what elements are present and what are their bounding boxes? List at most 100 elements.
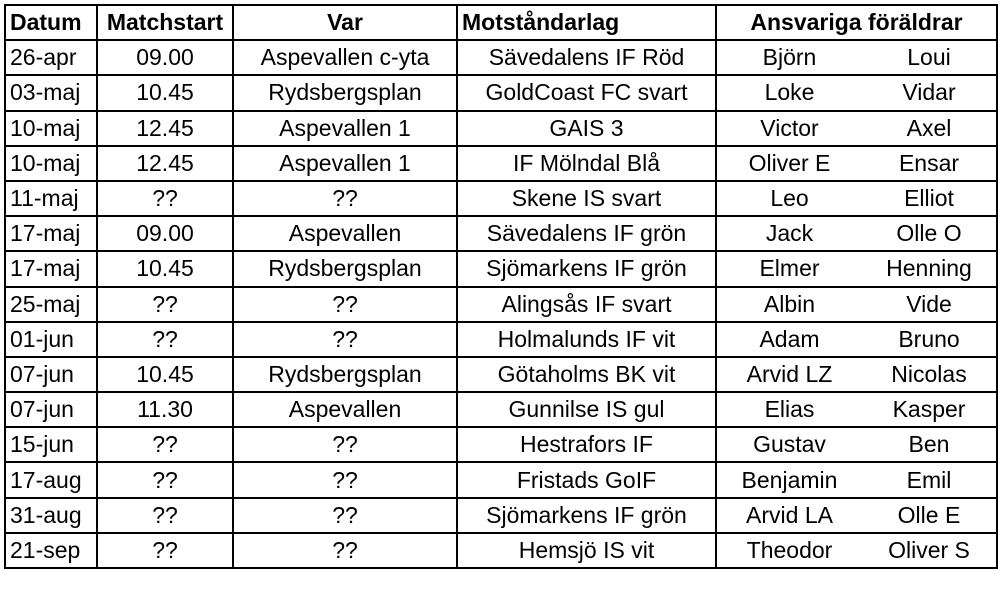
header-datum: Datum <box>4 3 98 42</box>
cell-parent-2: Elliot <box>862 179 998 218</box>
cell-parent-2: Nicolas <box>862 355 998 394</box>
table-row: 25-maj???? Alingsås IF svart Albin Vide <box>4 285 998 323</box>
cell-parent-2: Ensar <box>862 144 998 182</box>
cell-datum: 26-apr <box>4 39 98 77</box>
cell-matchstart: ?? <box>96 320 234 358</box>
cell-var: ?? <box>232 320 458 358</box>
table-row: 31-aug???? Sjömarkens IF grön Arvid LA Olle… <box>4 496 998 534</box>
cell-parent-1: Gustav <box>715 426 862 464</box>
header-var: Var <box>232 3 458 42</box>
cell-var: ?? <box>232 496 458 534</box>
cell-motstandarlag: GoldCoast FC svart <box>456 74 717 112</box>
cell-parent-1: Arvid LZ <box>715 355 862 394</box>
cell-motstandarlag: Sjömarkens IF grön <box>456 250 717 288</box>
cell-motstandarlag: Hestrafors IF <box>456 426 717 464</box>
cell-parent-1: Theodor <box>715 531 862 570</box>
cell-parent-2: Olle O <box>862 215 998 253</box>
cell-matchstart: ?? <box>96 531 234 570</box>
cell-parent-2: Axel <box>862 109 998 147</box>
cell-datum: 10-maj <box>4 144 98 182</box>
cell-matchstart: ?? <box>96 426 234 464</box>
cell-motstandarlag: Götaholms BK vit <box>456 355 717 394</box>
cell-matchstart: ?? <box>96 496 234 534</box>
header-ansvariga-foraldrar: Ansvariga föräldrar <box>715 3 998 42</box>
table-row: 10-maj 12.45 Aspevallen 1 GAIS 3 Victor Axel <box>4 109 998 147</box>
cell-parent-2: Loui <box>862 39 998 77</box>
cell-datum: 10-maj <box>4 109 98 147</box>
table-row: 26-apr 09.00 Aspevallen c-yta Sävedalens IF… <box>4 39 998 77</box>
cell-motstandarlag: Sävedalens IF grön <box>456 215 717 253</box>
cell-var: ?? <box>232 426 458 464</box>
table-row: 10-maj 12.45 Aspevallen 1 IF Mölndal Blå Oli… <box>4 144 998 182</box>
cell-parent-1: Arvid LA <box>715 496 862 534</box>
cell-datum: 31-aug <box>4 496 98 534</box>
cell-var: ?? <box>232 179 458 218</box>
table-row: 21-sep???? Hemsjö IS vit Theodor Oliver S <box>4 531 998 570</box>
cell-matchstart: ?? <box>96 461 234 499</box>
table-row: 07-jun 10.45 Rydsbergsplan Götaholms BK vit… <box>4 355 998 394</box>
cell-parent-1: Björn <box>715 39 862 77</box>
table-row: 07-jun 11.30 Aspevallen Gunnilse IS gul Elia… <box>4 391 998 429</box>
cell-matchstart: 10.45 <box>96 250 234 288</box>
cell-motstandarlag: Holmalunds IF vit <box>456 320 717 358</box>
cell-matchstart: 10.45 <box>96 355 234 394</box>
cell-var: Rydsbergsplan <box>232 74 458 112</box>
table-row: 03-maj 10.45 Rydsbergsplan GoldCoast FC sva… <box>4 74 998 112</box>
cell-parent-2: Kasper <box>862 391 998 429</box>
cell-parent-2: Vidar <box>862 74 998 112</box>
table-row: 17-maj 09.00 Aspevallen Sävedalens IF grön J… <box>4 215 998 253</box>
match-schedule-table: Datum Matchstart Var Motståndarlag Ansva… <box>4 3 998 570</box>
cell-motstandarlag: Skene IS svart <box>456 179 717 218</box>
cell-parent-1: Victor <box>715 109 862 147</box>
cell-datum: 17-aug <box>4 461 98 499</box>
cell-matchstart: ?? <box>96 179 234 218</box>
cell-parent-1: Benjamin <box>715 461 862 499</box>
cell-datum: 17-maj <box>4 250 98 288</box>
cell-datum: 15-jun <box>4 426 98 464</box>
cell-parent-2: Bruno <box>862 320 998 358</box>
cell-var: Rydsbergsplan <box>232 250 458 288</box>
cell-matchstart: 10.45 <box>96 74 234 112</box>
cell-motstandarlag: Sjömarkens IF grön <box>456 496 717 534</box>
cell-parent-1: Loke <box>715 74 862 112</box>
cell-matchstart: 12.45 <box>96 109 234 147</box>
cell-datum: 01-jun <box>4 320 98 358</box>
cell-datum: 03-maj <box>4 74 98 112</box>
cell-var: Aspevallen <box>232 391 458 429</box>
cell-matchstart: 09.00 <box>96 39 234 77</box>
cell-parent-1: Elias <box>715 391 862 429</box>
cell-datum: 11-maj <box>4 179 98 218</box>
cell-parent-1: Oliver E <box>715 144 862 182</box>
cell-parent-1: Jack <box>715 215 862 253</box>
table-row: 01-jun???? Holmalunds IF vit Adam Bruno <box>4 320 998 358</box>
cell-datum: 21-sep <box>4 531 98 570</box>
cell-motstandarlag: IF Mölndal Blå <box>456 144 717 182</box>
cell-parent-2: Olle E <box>862 496 998 534</box>
cell-parent-1: Adam <box>715 320 862 358</box>
table-row: 11-maj???? Skene IS svart Leo Elliot <box>4 179 998 218</box>
header-row: Datum Matchstart Var Motståndarlag Ansva… <box>4 3 998 42</box>
cell-var: Aspevallen <box>232 215 458 253</box>
cell-datum: 25-maj <box>4 285 98 323</box>
cell-parent-2: Vide <box>862 285 998 323</box>
cell-parent-1: Elmer <box>715 250 862 288</box>
header-motstandarlag: Motståndarlag <box>456 3 717 42</box>
cell-datum: 07-jun <box>4 355 98 394</box>
cell-var: ?? <box>232 285 458 323</box>
cell-matchstart: 12.45 <box>96 144 234 182</box>
cell-var: Rydsbergsplan <box>232 355 458 394</box>
cell-datum: 17-maj <box>4 215 98 253</box>
cell-matchstart: 11.30 <box>96 391 234 429</box>
cell-var: ?? <box>232 461 458 499</box>
cell-matchstart: ?? <box>96 285 234 323</box>
cell-motstandarlag: Gunnilse IS gul <box>456 391 717 429</box>
cell-parent-1: Leo <box>715 179 862 218</box>
cell-var: ?? <box>232 531 458 570</box>
cell-parent-2: Emil <box>862 461 998 499</box>
cell-parent-2: Henning <box>862 250 998 288</box>
cell-var: Aspevallen 1 <box>232 144 458 182</box>
cell-datum: 07-jun <box>4 391 98 429</box>
cell-var: Aspevallen c-yta <box>232 39 458 77</box>
cell-motstandarlag: Fristads GoIF <box>456 461 717 499</box>
header-matchstart: Matchstart <box>96 3 234 42</box>
